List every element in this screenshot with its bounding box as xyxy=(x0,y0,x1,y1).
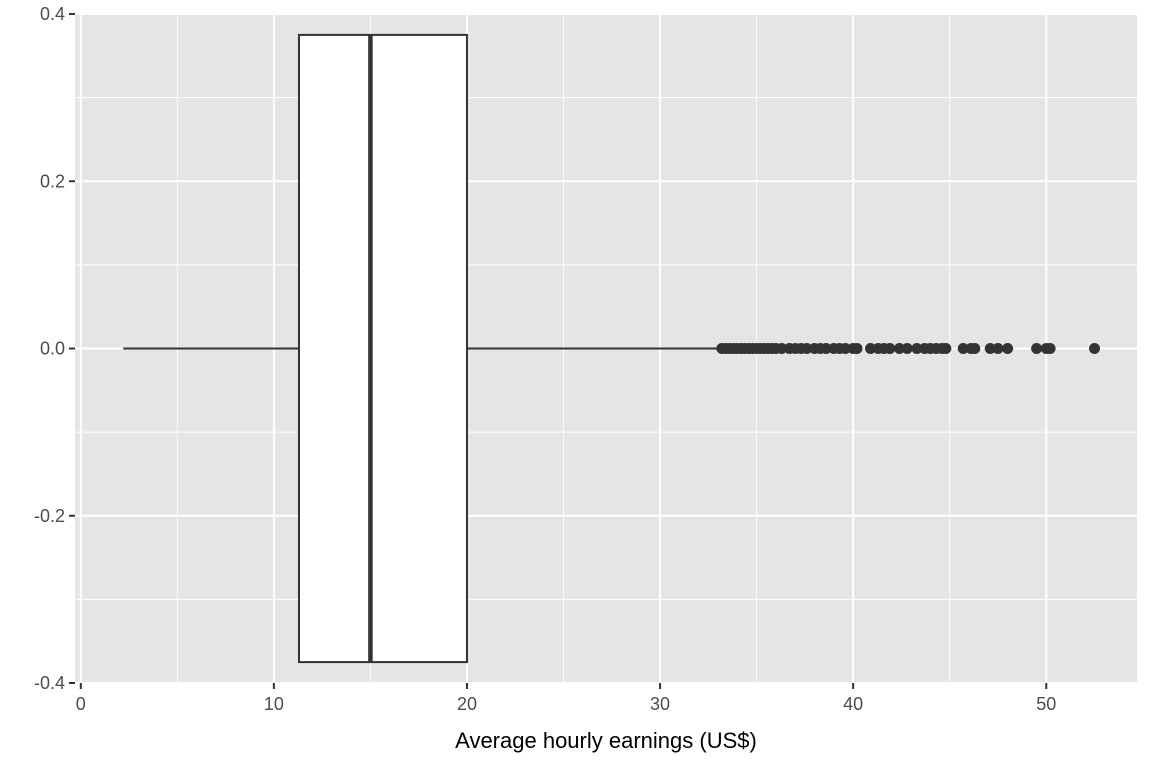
y-tick-label: 0.0 xyxy=(40,339,65,359)
outlier-point xyxy=(940,343,952,354)
iqr-box xyxy=(297,33,468,664)
y-tick-label: 0.2 xyxy=(40,171,65,191)
outlier-point xyxy=(839,343,851,354)
x-axis-title: Average hourly earnings (US$) xyxy=(455,728,757,753)
outlier-point xyxy=(992,343,1004,354)
y-tick-label: -0.2 xyxy=(34,506,65,526)
outlier-point xyxy=(865,343,877,354)
outlier-point xyxy=(851,343,863,354)
outlier-point xyxy=(984,343,996,354)
outlier-point xyxy=(776,343,788,354)
axes: 0 10 20 30 40 50 -0.4 -0.2 0.0 0.2 0.4 xyxy=(34,4,1056,714)
x-tick-label: 20 xyxy=(457,694,477,714)
outlier-point xyxy=(884,343,896,354)
outlier-point xyxy=(1044,343,1056,354)
y-tick-label: -0.4 xyxy=(34,673,65,693)
outlier-point xyxy=(801,343,813,354)
x-tick-label: 40 xyxy=(843,694,863,714)
y-tick-label: 0.4 xyxy=(40,4,65,24)
outlier-point xyxy=(893,343,905,354)
x-tick-label: 30 xyxy=(650,694,670,714)
outlier-point xyxy=(957,343,969,354)
outlier-point xyxy=(1002,343,1014,354)
x-tick-label: 10 xyxy=(264,694,284,714)
outlier-point xyxy=(820,343,832,354)
outlier-point xyxy=(901,343,913,354)
outlier-point xyxy=(1031,343,1043,354)
outlier-point xyxy=(1089,343,1101,354)
boxplot-marks xyxy=(123,33,1101,664)
outlier-point xyxy=(969,343,981,354)
x-tick-label: 50 xyxy=(1036,694,1056,714)
x-tick-label: 0 xyxy=(76,694,86,714)
outlier-point xyxy=(911,343,923,354)
